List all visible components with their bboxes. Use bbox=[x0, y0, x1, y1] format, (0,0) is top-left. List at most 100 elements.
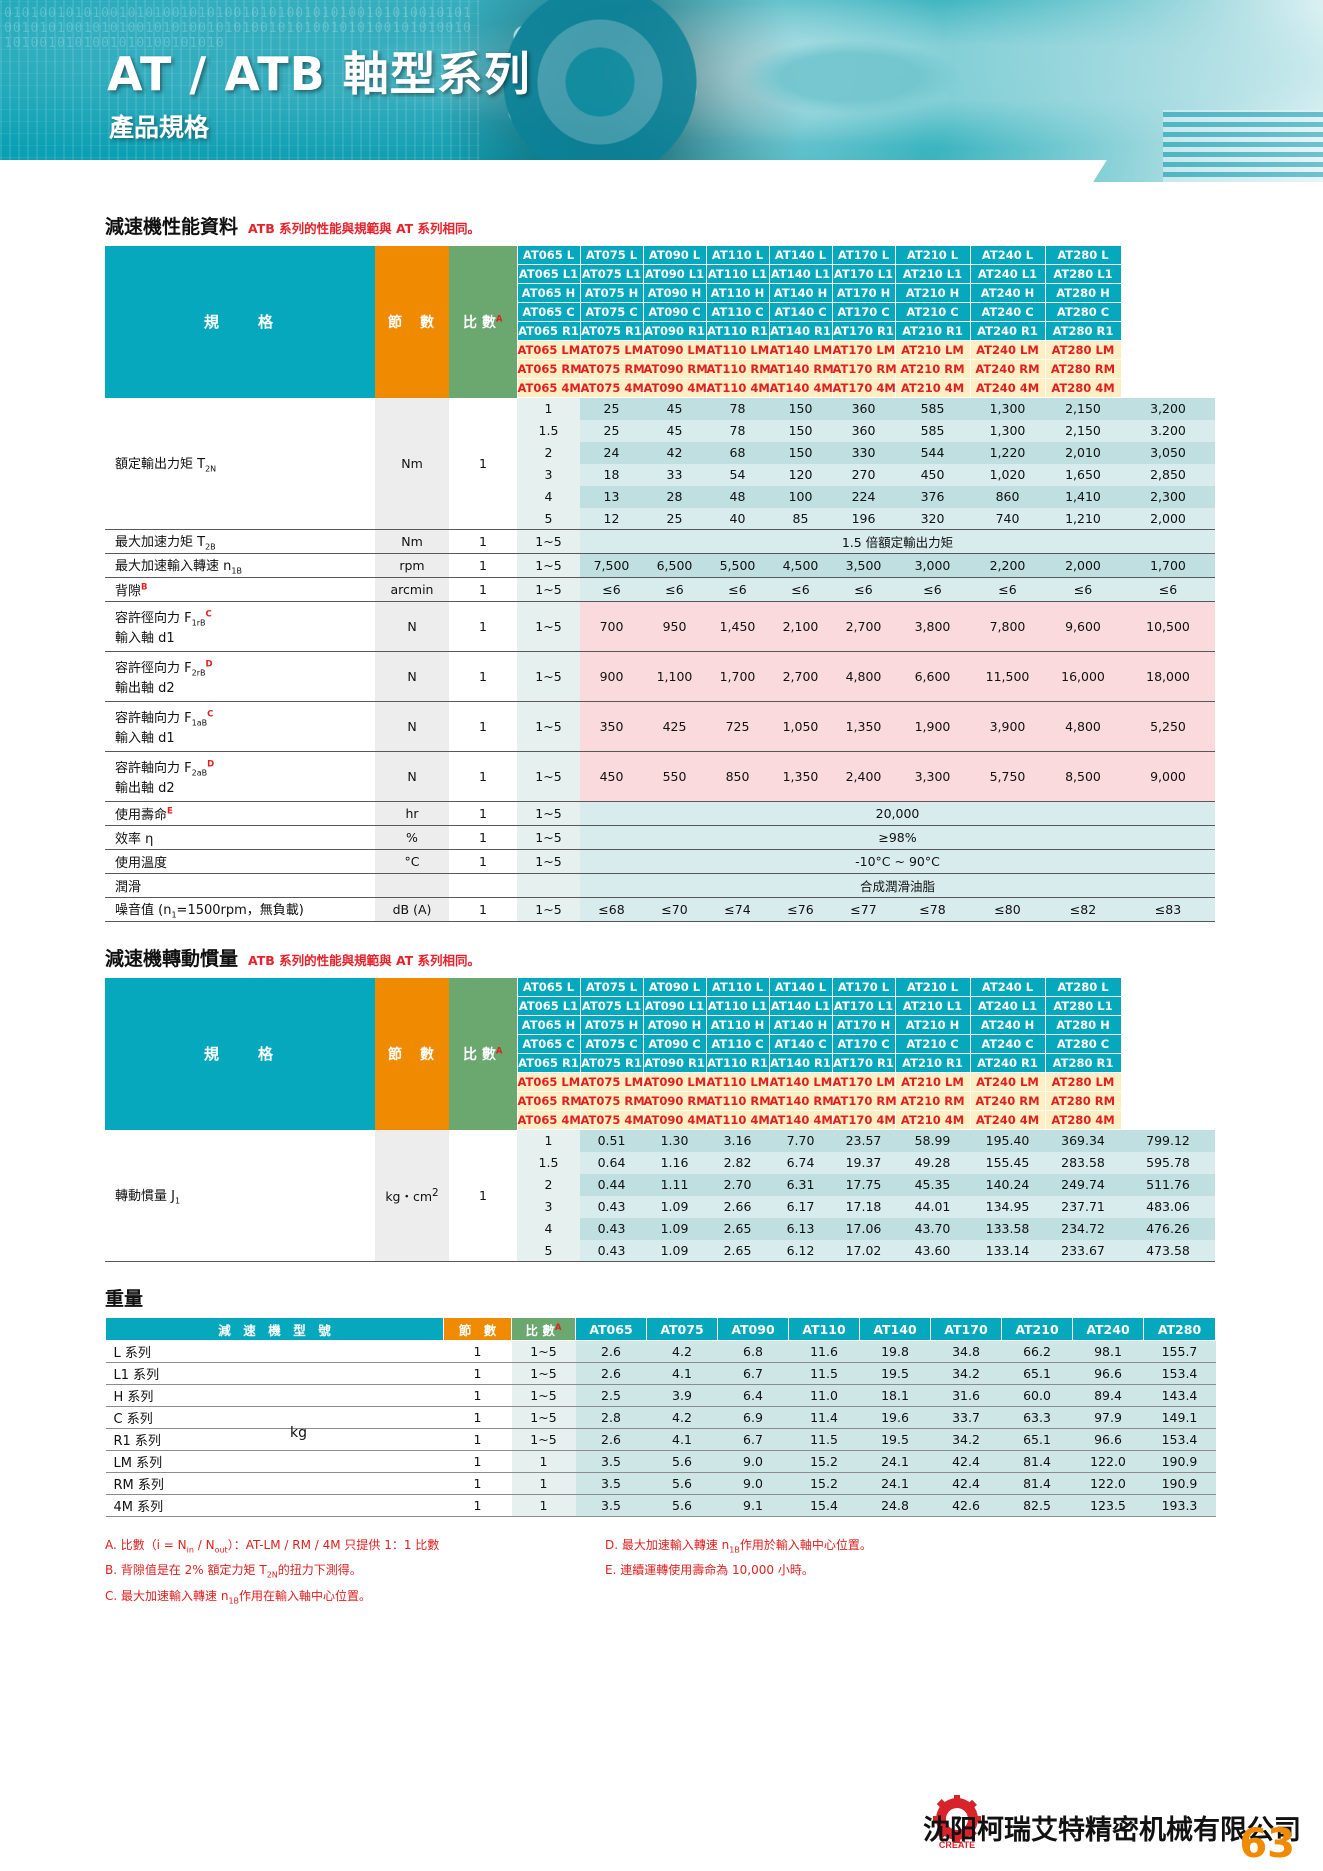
table-row: 效率 η% 1 1~5 ≥98% bbox=[105, 825, 1215, 850]
data-cell: 24 bbox=[580, 441, 643, 464]
data-cell: 595.78 bbox=[1121, 1151, 1215, 1174]
model-H-1: AT075 H bbox=[579, 283, 644, 303]
data-cell: 6.8 bbox=[717, 1340, 789, 1363]
data-cell: 19.5 bbox=[859, 1428, 931, 1451]
model-RM-7: AT240 RM bbox=[969, 1091, 1046, 1111]
model-R1-3: AT110 R1 bbox=[705, 321, 770, 341]
model-L1-3: AT110 L1 bbox=[705, 264, 770, 284]
model-H-2: AT090 H bbox=[642, 283, 707, 303]
stage-cell: 1 bbox=[443, 1494, 512, 1517]
unit-cell bbox=[375, 873, 449, 898]
data-cell: 3,800 bbox=[895, 601, 970, 652]
data-cell: 3.5 bbox=[575, 1494, 647, 1517]
data-cell: 34.2 bbox=[930, 1362, 1002, 1385]
unit-cell: N bbox=[375, 651, 449, 702]
data-cell: 48 bbox=[706, 485, 769, 508]
data-cell: 68 bbox=[706, 441, 769, 464]
data-cell: 82.5 bbox=[1001, 1494, 1073, 1517]
model-L1-5: AT170 L1 bbox=[831, 996, 896, 1016]
ratio-cell: 1~5 bbox=[517, 849, 580, 874]
data-cell: 65.1 bbox=[1001, 1362, 1073, 1385]
data-cell: 9.0 bbox=[717, 1472, 789, 1495]
table-row: 容許徑向力 F1rBC 輸入軸 d1 N 1 1~5 700 950 1,450 2,100 2,… bbox=[105, 601, 1215, 652]
data-cell: 2,000 bbox=[1121, 507, 1215, 530]
data-cell: 1.09 bbox=[643, 1217, 706, 1240]
model-L1-0: AT065 L1 bbox=[516, 264, 581, 284]
stage-cell: 1 bbox=[443, 1384, 512, 1407]
data-cell: 0.43 bbox=[580, 1239, 643, 1262]
data-cell: 350 bbox=[580, 701, 643, 752]
data-cell: ≤6 bbox=[895, 577, 970, 602]
model-L1-2: AT090 L1 bbox=[642, 996, 707, 1016]
model-L1-4: AT140 L1 bbox=[768, 264, 833, 284]
data-cell: ≤76 bbox=[769, 897, 832, 922]
table-row: 使用溫度 °C 1 1~5 -10°C ~ 90°C bbox=[105, 849, 1215, 874]
model-L-3: AT110 L bbox=[705, 977, 770, 997]
ratio-cell: 5 bbox=[517, 1239, 580, 1262]
footnote-a-sub1: in bbox=[186, 1545, 194, 1555]
model-L-6: AT210 L bbox=[894, 977, 971, 997]
banner-stripes bbox=[1163, 110, 1323, 182]
data-cell: 2.6 bbox=[575, 1428, 647, 1451]
model-H-6: AT210 H bbox=[894, 1015, 971, 1035]
data-cell: 9.0 bbox=[717, 1450, 789, 1473]
header-ratio: 比 數A bbox=[449, 977, 517, 1130]
ratio-cell: 1~5 bbox=[517, 577, 580, 602]
data-cell: 96.6 bbox=[1072, 1362, 1144, 1385]
data-cell: 1,350 bbox=[769, 751, 832, 802]
data-cell: ≤70 bbox=[643, 897, 706, 922]
stage-cell: 1 bbox=[449, 553, 517, 578]
model-L-7: AT240 L bbox=[969, 245, 1046, 265]
data-cell: 2,150 bbox=[1045, 397, 1121, 420]
data-cell: ≤78 bbox=[895, 897, 970, 922]
model-L1-8: AT280 L1 bbox=[1044, 996, 1122, 1016]
data-cell: 96.6 bbox=[1072, 1428, 1144, 1451]
ratio-cell: 1 bbox=[517, 397, 580, 420]
model-L-0: AT065 L bbox=[516, 245, 581, 265]
title-series: 軸型系列 bbox=[342, 47, 531, 101]
stage-cell: 1 bbox=[449, 825, 517, 850]
weight-header-AT170: AT170 bbox=[930, 1317, 1002, 1341]
header-ratio-text: 比 數 bbox=[463, 314, 496, 331]
stage-cell: 1 bbox=[449, 801, 517, 826]
model-LM-3: AT110 LM bbox=[705, 1072, 770, 1092]
footnote-e: E. 連續運轉使用壽命為 10,000 小時。 bbox=[605, 1563, 814, 1578]
table-row: 2 24 42 68 150 330 544 1,220 2,010 3,050 bbox=[105, 441, 1215, 464]
model-RM-5: AT170 RM bbox=[831, 1091, 897, 1111]
spec-label-inertia: 轉動慣量 J1 bbox=[105, 1129, 375, 1262]
data-cell: 740 bbox=[970, 507, 1045, 530]
data-cell: 196 bbox=[832, 507, 895, 530]
model-H-1: AT075 H bbox=[579, 1015, 644, 1035]
data-cell: 54 bbox=[706, 463, 769, 486]
model-H-3: AT110 H bbox=[705, 1015, 770, 1035]
data-cell: 3.5 bbox=[575, 1472, 647, 1495]
data-cell: 24.1 bbox=[859, 1472, 931, 1495]
header-ratio-footnote: A bbox=[495, 313, 503, 324]
ratio-cell: 1~5 bbox=[511, 1384, 576, 1407]
stage-cell bbox=[449, 873, 517, 898]
performance-table: 規 格 節 數 比 數A AT065 L AT075 L AT090 L AT1… bbox=[105, 245, 1215, 922]
data-cell: 1,210 bbox=[1045, 507, 1121, 530]
table-row: 潤滑 合成潤滑油脂 bbox=[105, 873, 1215, 898]
data-cell: 6.17 bbox=[769, 1195, 832, 1218]
spec-label: 最大加速輸入轉速 n1B bbox=[105, 553, 375, 578]
data-cell: 476.26 bbox=[1121, 1217, 1215, 1240]
model-RM-1: AT075 RM bbox=[579, 359, 645, 379]
data-cell: 1,700 bbox=[1121, 553, 1215, 578]
data-cell: 34.8 bbox=[930, 1340, 1002, 1363]
data-cell: 42 bbox=[643, 441, 706, 464]
model-4M-7: AT240 4M bbox=[969, 378, 1046, 398]
model-4M-6: AT210 4M bbox=[894, 1110, 971, 1130]
model-RM-4: AT140 RM bbox=[768, 359, 834, 379]
footnote-a-post: ）：AT-LM / RM / 4M 只提供 1：1 比數 bbox=[227, 1538, 440, 1552]
merged-data-cell: -10°C ~ 90°C bbox=[580, 849, 1215, 874]
stage-cell: 1 bbox=[449, 577, 517, 602]
data-cell: 4,800 bbox=[832, 651, 895, 702]
page-title: AT / ATB 軸型系列 bbox=[107, 38, 531, 104]
data-cell: 2.8 bbox=[575, 1406, 647, 1429]
data-cell: 360 bbox=[832, 419, 895, 442]
table-row: R1 系列 1 1~5 2.6 4.1 6.7 11.5 19.5 34.2 65.1 96.6 15… bbox=[105, 1428, 1216, 1451]
ratio-cell: 1~5 bbox=[511, 1428, 576, 1451]
model-4M-5: AT170 4M bbox=[831, 378, 896, 398]
header-ratio-text: 比 數 bbox=[463, 1046, 496, 1063]
